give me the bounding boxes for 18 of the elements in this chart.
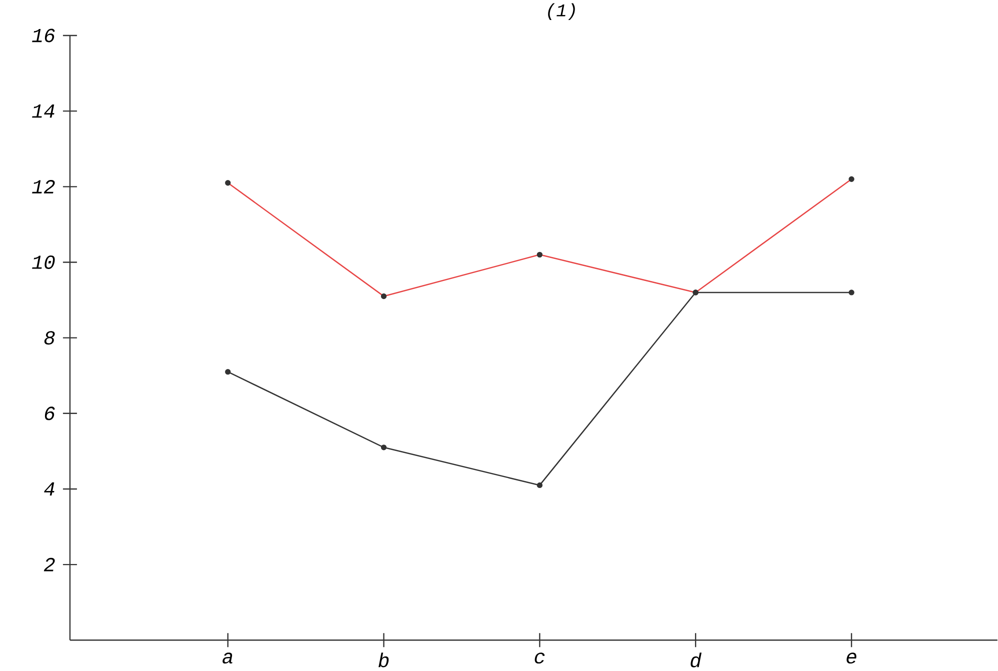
x-tick-label: e <box>846 652 856 664</box>
point <box>225 369 231 375</box>
y-tick-label: 8 <box>44 331 55 345</box>
point <box>380 444 387 450</box>
point <box>536 482 543 488</box>
y-tick-label: 12 <box>32 180 55 194</box>
y-tick-label: 2 <box>44 558 55 572</box>
x-tick-label: b <box>378 652 389 668</box>
y-tick-label: 10 <box>32 256 55 270</box>
point <box>848 290 854 296</box>
y-tick-label: 16 <box>32 28 55 42</box>
x-tick-label: a <box>222 652 232 664</box>
chart-title: (1) <box>548 3 575 20</box>
x-tick-label: d <box>690 652 702 668</box>
y-tick-label: 14 <box>32 104 54 118</box>
y-tick-label: 6 <box>44 406 55 420</box>
x-tick-label: c <box>534 652 545 664</box>
y-tick-label: 4 <box>44 482 54 496</box>
